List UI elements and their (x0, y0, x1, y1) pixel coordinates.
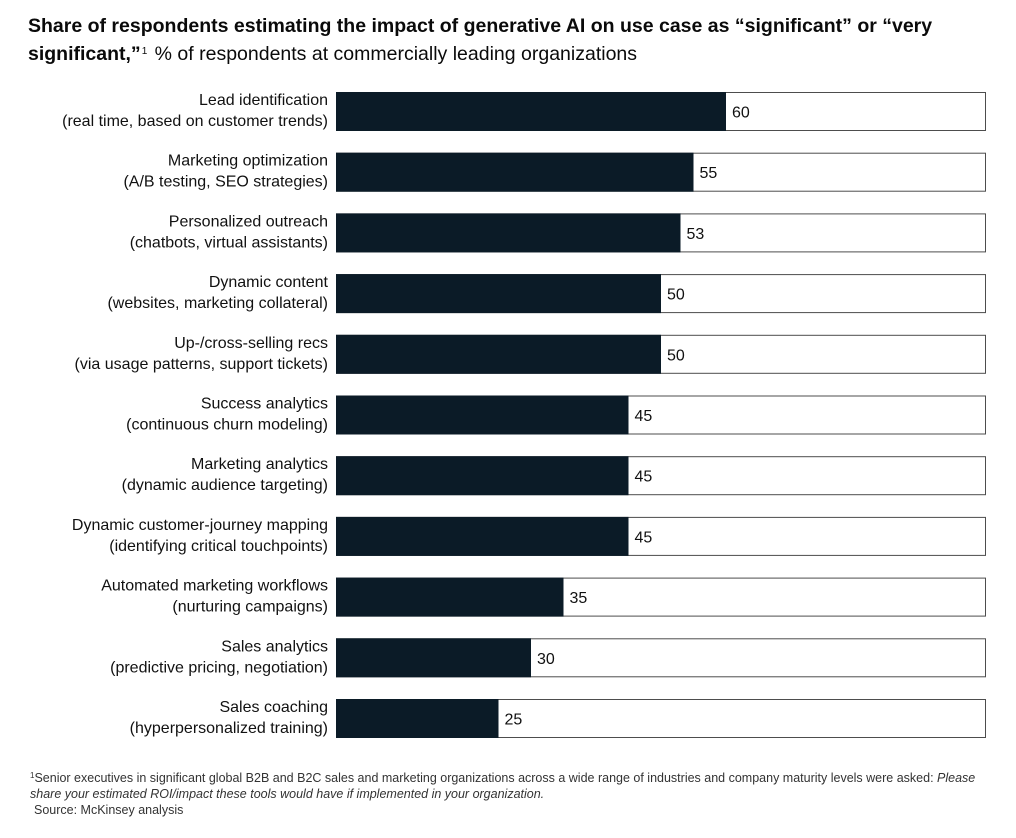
category-sublabel: (A/B testing, SEO strategies) (123, 174, 328, 191)
bar (336, 152, 694, 192)
bar-value-label: 53 (687, 226, 705, 243)
bar-value-label: 45 (635, 529, 653, 546)
bar-value-label: 45 (635, 408, 653, 425)
category-sublabel: (chatbots, virtual assistants) (130, 234, 328, 251)
chart-title-main: Share of respondents estimating the impa… (28, 15, 933, 65)
bar-value-label: 25 (505, 712, 523, 729)
category-sublabel: (predictive pricing, negotiation) (110, 659, 328, 676)
category-sublabel: (nurturing campaigns) (172, 599, 328, 616)
bar (336, 274, 661, 314)
bar (336, 334, 661, 374)
footnote-text: Senior executives in significant global … (34, 771, 934, 785)
category-label: Dynamic customer-journey mapping (72, 517, 328, 534)
chart-title: Share of respondents estimating the impa… (28, 14, 988, 67)
bar (336, 699, 499, 738)
bar (336, 638, 531, 678)
bar-value-label: 50 (667, 287, 685, 304)
bar-row: 60 Lead identification (real time, based o… (62, 92, 986, 131)
category-label: Dynamic content (209, 274, 329, 291)
category-label: Automated marketing workflows (101, 578, 328, 595)
source-note: Source: McKinsey analysis (34, 803, 184, 817)
category-sublabel: (via usage patterns, support tickets) (75, 356, 328, 373)
category-sublabel: (hyperpersonalized training) (130, 720, 328, 737)
bar-value-label: 50 (667, 347, 685, 364)
bar-value-label: 45 (635, 469, 653, 486)
footnote-question: Please share your estimated ROI/impact t… (30, 771, 976, 801)
bar (336, 577, 564, 617)
category-sublabel: (real time, based on customer trends) (62, 113, 328, 130)
bar-row: 25 Sales coaching (hyperpersonalized train… (130, 699, 986, 738)
title-footnote-marker: 1 (141, 46, 148, 57)
bar (336, 456, 629, 496)
bar-value-label: 55 (700, 165, 718, 182)
category-sublabel: (continuous churn modeling) (126, 417, 328, 434)
category-label: Sales coaching (219, 699, 328, 716)
bar-chart: 60 Lead identification (real time, based o… (62, 92, 986, 738)
bar (336, 213, 681, 253)
category-label: Sales analytics (221, 638, 328, 655)
bar-value-label: 30 (537, 651, 555, 668)
bar-value-label: 35 (570, 590, 588, 607)
category-label: Success analytics (201, 396, 328, 413)
category-label: Up-/cross-selling recs (174, 335, 328, 352)
bar (336, 92, 726, 131)
bar (336, 395, 629, 435)
footnote: 1Senior executives in significant global… (30, 768, 990, 818)
bar-row: 50 Up-/cross-selling recs (via usage patte… (75, 334, 986, 374)
bar-value-label: 60 (732, 105, 750, 122)
category-label: Lead identification (199, 92, 328, 109)
category-label: Marketing optimization (168, 153, 328, 170)
bar (336, 516, 629, 556)
bar-row: 35 Automated marketing workflows (nurturin… (101, 577, 986, 617)
bar-row: 45 Success analytics (continuous churn mod… (126, 395, 986, 435)
category-sublabel: (websites, marketing collateral) (107, 295, 328, 312)
category-label: Marketing analytics (191, 456, 328, 473)
category-sublabel: (identifying critical touchpoints) (109, 538, 328, 555)
bar-row: 45 Marketing analytics (dynamic audience t… (122, 456, 986, 496)
bar-row: 53 Personalized outreach (chatbots, virtua… (130, 213, 986, 253)
bar-row: 30 Sales analytics (predictive pricing, ne… (110, 638, 986, 678)
chart-subtitle: % of respondents at commercially leading… (154, 43, 638, 65)
bar-row: 50 Dynamic content (websites, marketing co… (107, 274, 986, 314)
category-sublabel: (dynamic audience targeting) (122, 477, 328, 494)
category-label: Personalized outreach (169, 213, 328, 230)
bar-row: 45 Dynamic customer-journey mapping (ident… (72, 516, 986, 556)
bar-row: 55 Marketing optimization (A/B testing, SE… (123, 152, 986, 192)
footnote-marker: 1 (30, 771, 35, 780)
